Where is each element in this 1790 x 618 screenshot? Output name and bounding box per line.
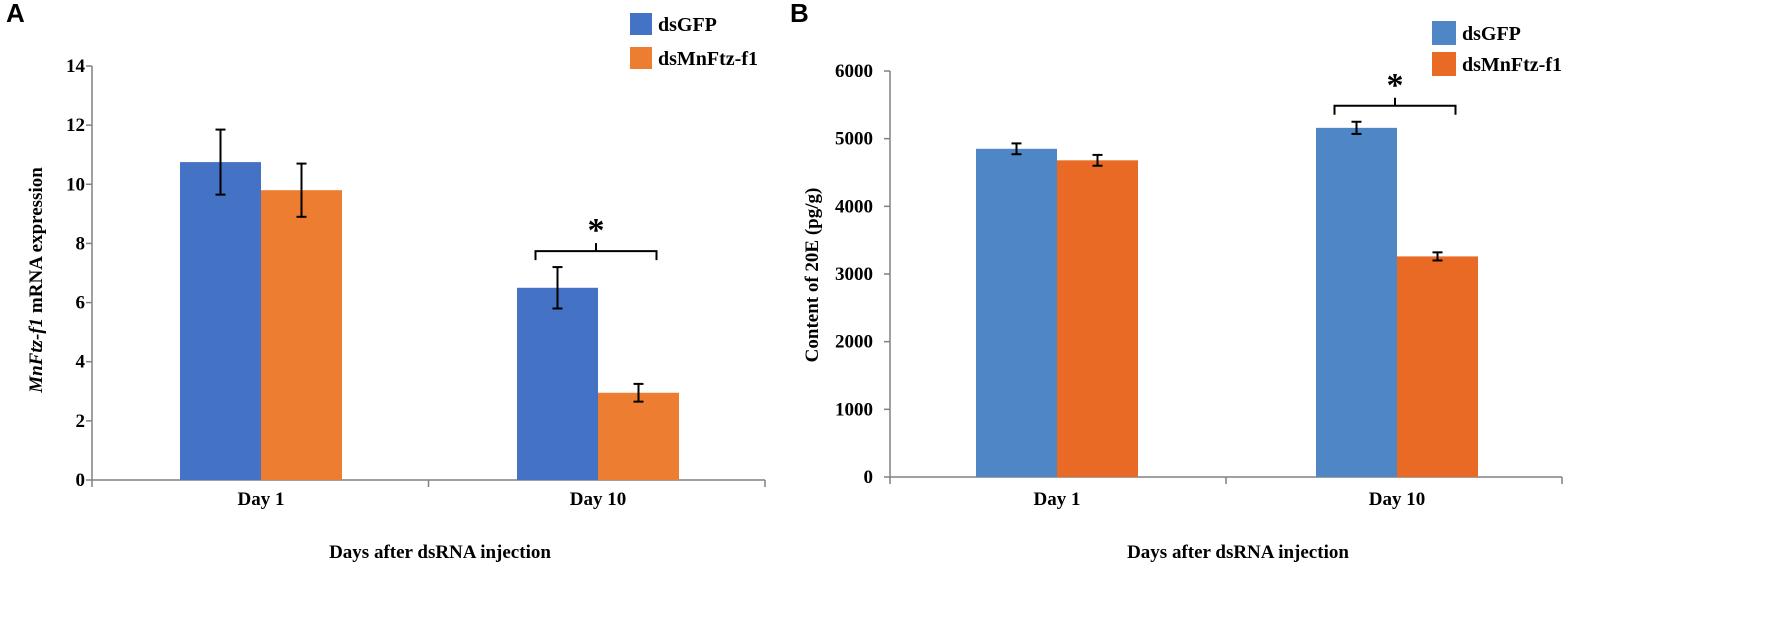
panel-b-legend-label-dsmnftz-f1: dsMnFtz-f1 — [1462, 54, 1562, 76]
panel-a-legend-swatch-dsmnftz-f1 — [630, 47, 652, 69]
panel-b-y-tick-label: 1000 — [835, 399, 873, 420]
panel-b-legend-swatch-dsmnftz-f1 — [1432, 52, 1456, 76]
panel-b-legend-swatch-dsgfp — [1432, 21, 1456, 45]
panel-b-significance-bracket — [1333, 97, 1457, 115]
panel-a-y-axis-title-rest: mRNA expression — [26, 167, 47, 318]
panel-a-significance-bracket — [534, 243, 658, 261]
panel-a-y-tick-label: 14 — [66, 56, 86, 77]
panel-b-x-category-label: Day 10 — [1369, 489, 1425, 510]
panel-b-y-tick-label: 2000 — [835, 332, 873, 353]
panel-b-chart: B Content of 20E (pg/g) Days after dsRNA… — [790, 0, 1563, 563]
panel-a-x-axis-title: Days after dsRNA injection — [329, 542, 551, 563]
panel-b-bar-dsmnftz-f1-day-1 — [1057, 160, 1138, 477]
panel-b-y-tick-label: 3000 — [835, 264, 873, 285]
panel-b-letter: B — [790, 0, 809, 28]
panel-a-bar-dsmnftz-f1-day-10 — [598, 392, 679, 480]
panel-b-y-tick-label: 0 — [864, 467, 874, 488]
panel-a-y-tick-label: 6 — [76, 293, 86, 314]
panel-b-bar-dsgfp-day-10 — [1316, 127, 1397, 477]
panel-b-legend-label-dsgfp: dsGFP — [1462, 23, 1521, 45]
panel-a-bar-dsgfp-day-1 — [180, 162, 261, 480]
panel-a-y-tick-label: 0 — [76, 470, 86, 491]
panel-b-y-tick-label: 6000 — [835, 61, 873, 82]
panel-a-x-category-label: Day 10 — [570, 489, 626, 510]
panel-b-x-axis-title: Days after dsRNA injection — [1127, 542, 1349, 563]
panel-a-significance-label: * — [588, 212, 605, 249]
panel-a-y-tick-label: 2 — [76, 411, 86, 432]
panel-a-letter: A — [6, 0, 25, 28]
panel-a-y-tick-label: 4 — [76, 352, 86, 373]
panel-b-bar-dsgfp-day-1 — [976, 148, 1057, 478]
panel-a-legend-swatch-dsgfp — [630, 13, 652, 35]
panel-a-y-tick-label: 10 — [66, 174, 85, 195]
panel-b-y-tick-label: 4000 — [835, 196, 873, 217]
panel-a-y-axis-title: MnFtz-f1 mRNA expression — [26, 167, 47, 394]
panel-b-bar-dsmnftz-f1-day-10 — [1397, 256, 1478, 477]
panel-b-y-axis-title: Content of 20E (pg/g) — [802, 188, 823, 363]
panel-a-y-axis-title-italic: MnFtz-f1 — [26, 318, 47, 394]
panel-b-y-tick-label: 5000 — [835, 129, 873, 150]
panel-a-chart: A MnFtz-f1 mRNA expression Days after ds… — [6, 0, 766, 563]
panel-a-legend-label-dsgfp: dsGFP — [658, 14, 717, 36]
panel-b-significance-label: * — [1387, 67, 1404, 104]
panel-a-bar-dsgfp-day-10 — [517, 287, 598, 480]
panel-b-x-category-label: Day 1 — [1034, 489, 1081, 510]
panel-a-legend-label-dsmnftz-f1: dsMnFtz-f1 — [658, 48, 758, 70]
panel-a-y-tick-label: 8 — [76, 233, 86, 254]
panel-a-x-category-label: Day 1 — [238, 489, 285, 510]
panel-a-y-tick-label: 12 — [66, 115, 85, 136]
panel-a-bar-dsmnftz-f1-day-1 — [261, 190, 342, 480]
